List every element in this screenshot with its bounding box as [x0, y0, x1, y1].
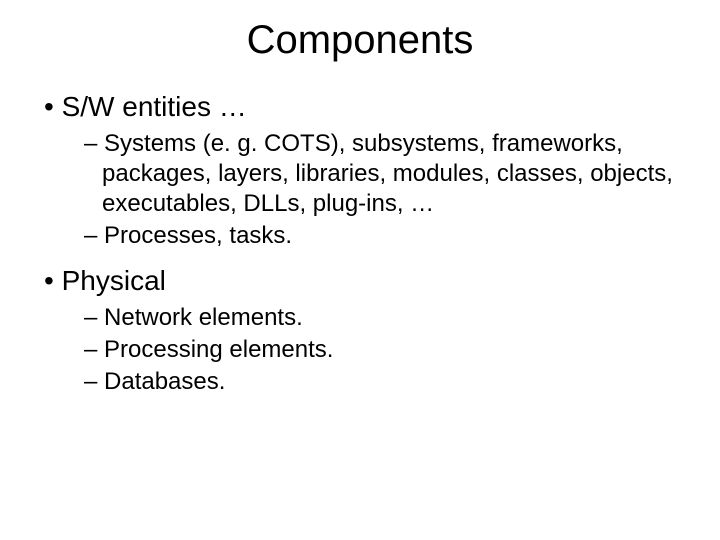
- slide-title: Components: [40, 18, 680, 63]
- list-item-label: Processing elements.: [104, 336, 333, 363]
- list-item: Systems (e. g. COTS), subsystems, framew…: [84, 129, 680, 219]
- list-item: Processes, tasks.: [84, 221, 680, 251]
- list-item-label: Physical: [62, 265, 166, 296]
- list-item: Physical Network elements. Processing el…: [44, 265, 680, 397]
- list-item-label: Processes, tasks.: [104, 222, 292, 249]
- sublist: Network elements. Processing elements. D…: [84, 303, 680, 397]
- list-item: Databases.: [84, 367, 680, 397]
- list-item-label: Network elements.: [104, 304, 303, 331]
- list-item: Network elements.: [84, 303, 680, 333]
- list-item: Processing elements.: [84, 335, 680, 365]
- list-item-label: Systems (e. g. COTS), subsystems, framew…: [102, 130, 673, 217]
- list-item-label: S/W entities …: [62, 91, 247, 122]
- sublist: Systems (e. g. COTS), subsystems, framew…: [84, 129, 680, 251]
- list-item-label: Databases.: [104, 368, 225, 395]
- bullet-list: S/W entities … Systems (e. g. COTS), sub…: [44, 91, 680, 397]
- list-item: S/W entities … Systems (e. g. COTS), sub…: [44, 91, 680, 251]
